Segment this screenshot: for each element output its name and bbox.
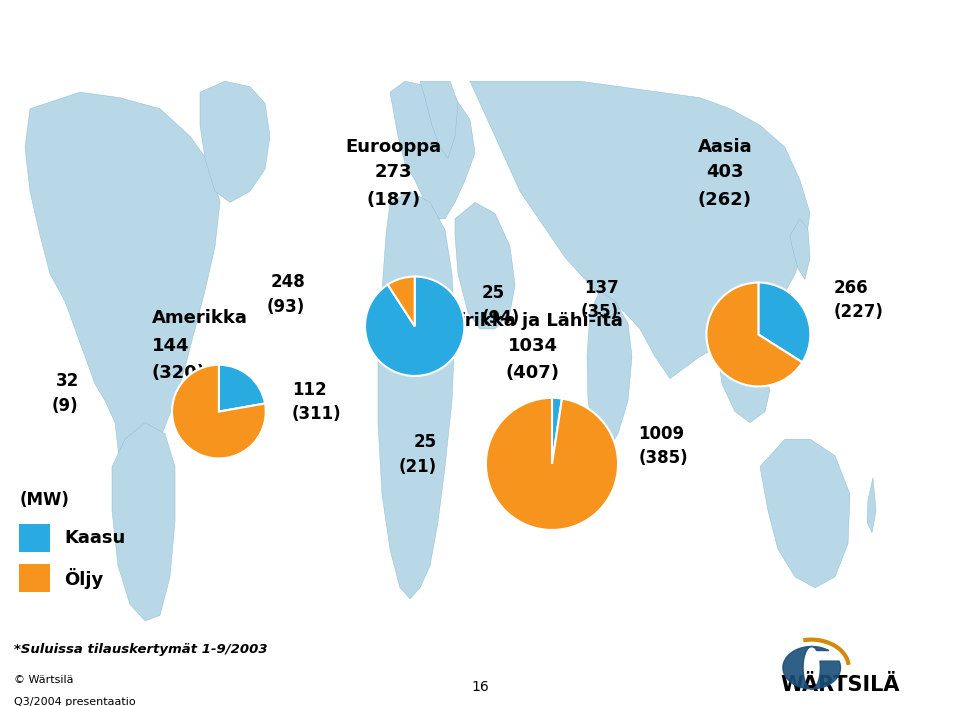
Text: (21): (21) <box>398 457 437 476</box>
Text: Öljy: Öljy <box>64 568 104 589</box>
Text: (320): (320) <box>152 364 205 382</box>
Text: 112: 112 <box>292 381 326 399</box>
Text: 144: 144 <box>152 337 189 354</box>
Text: 1034: 1034 <box>508 337 558 354</box>
Polygon shape <box>25 92 220 533</box>
Wedge shape <box>388 277 415 326</box>
FancyBboxPatch shape <box>19 564 50 592</box>
Text: 16: 16 <box>471 680 489 694</box>
Text: (93): (93) <box>267 298 305 316</box>
Text: (311): (311) <box>292 405 342 424</box>
Polygon shape <box>455 203 515 329</box>
Text: 25: 25 <box>482 285 505 302</box>
Polygon shape <box>760 439 850 588</box>
Text: © Wärtsilä: © Wärtsilä <box>14 675 74 685</box>
Text: (227): (227) <box>833 304 883 321</box>
Text: 137: 137 <box>585 279 619 297</box>
Polygon shape <box>378 191 455 599</box>
Text: (187): (187) <box>367 191 420 208</box>
Polygon shape <box>867 478 876 533</box>
Text: 32: 32 <box>56 372 79 390</box>
Text: Eurooppa: Eurooppa <box>346 138 442 156</box>
Text: Voimalat, tilauskertymä 1-9/2004: 1.854 MW (1.175)*: Voimalat, tilauskertymä 1-9/2004: 1.854 … <box>41 27 919 54</box>
Text: 403: 403 <box>706 163 744 181</box>
Text: *Suluissa tilauskertymät 1-9/2003: *Suluissa tilauskertymät 1-9/2003 <box>14 643 268 656</box>
Polygon shape <box>420 81 458 158</box>
Polygon shape <box>587 290 632 455</box>
Text: Amerikka: Amerikka <box>152 309 248 327</box>
Text: (262): (262) <box>698 191 752 208</box>
Text: (35): (35) <box>581 304 619 321</box>
Wedge shape <box>172 365 266 458</box>
Text: WÄRTSILÄ: WÄRTSILÄ <box>780 675 900 695</box>
Text: Q3/2004 presentaatio: Q3/2004 presentaatio <box>14 697 136 706</box>
Polygon shape <box>790 219 810 280</box>
Polygon shape <box>470 81 810 378</box>
Wedge shape <box>552 398 562 464</box>
Wedge shape <box>219 365 265 412</box>
Text: (MW): (MW) <box>19 491 69 508</box>
Wedge shape <box>707 282 803 386</box>
Wedge shape <box>365 277 465 376</box>
Polygon shape <box>200 81 270 203</box>
Wedge shape <box>486 398 618 530</box>
Text: Kaasu: Kaasu <box>64 529 126 546</box>
Text: Afrikka ja Lähi-itä: Afrikka ja Lähi-itä <box>443 312 623 330</box>
Text: 266: 266 <box>833 279 868 297</box>
Text: 273: 273 <box>374 163 413 181</box>
Wedge shape <box>758 282 810 362</box>
Text: 25: 25 <box>414 433 437 451</box>
Text: Aasia: Aasia <box>698 138 752 156</box>
Polygon shape <box>718 345 770 423</box>
Text: 1009: 1009 <box>638 424 684 443</box>
Text: (94): (94) <box>482 309 520 327</box>
Text: (385): (385) <box>638 450 688 467</box>
FancyBboxPatch shape <box>19 524 50 551</box>
Text: (9): (9) <box>52 397 79 415</box>
Text: (407): (407) <box>506 364 560 382</box>
Polygon shape <box>112 423 175 621</box>
Text: 248: 248 <box>271 273 305 291</box>
Polygon shape <box>390 81 475 219</box>
